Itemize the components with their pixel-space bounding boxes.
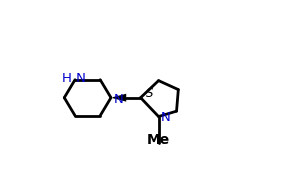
Text: N: N bbox=[161, 111, 171, 124]
Text: N: N bbox=[114, 93, 123, 106]
Text: H N: H N bbox=[62, 72, 85, 85]
Text: S: S bbox=[146, 87, 153, 100]
Text: Me: Me bbox=[147, 133, 170, 147]
Polygon shape bbox=[113, 94, 126, 102]
